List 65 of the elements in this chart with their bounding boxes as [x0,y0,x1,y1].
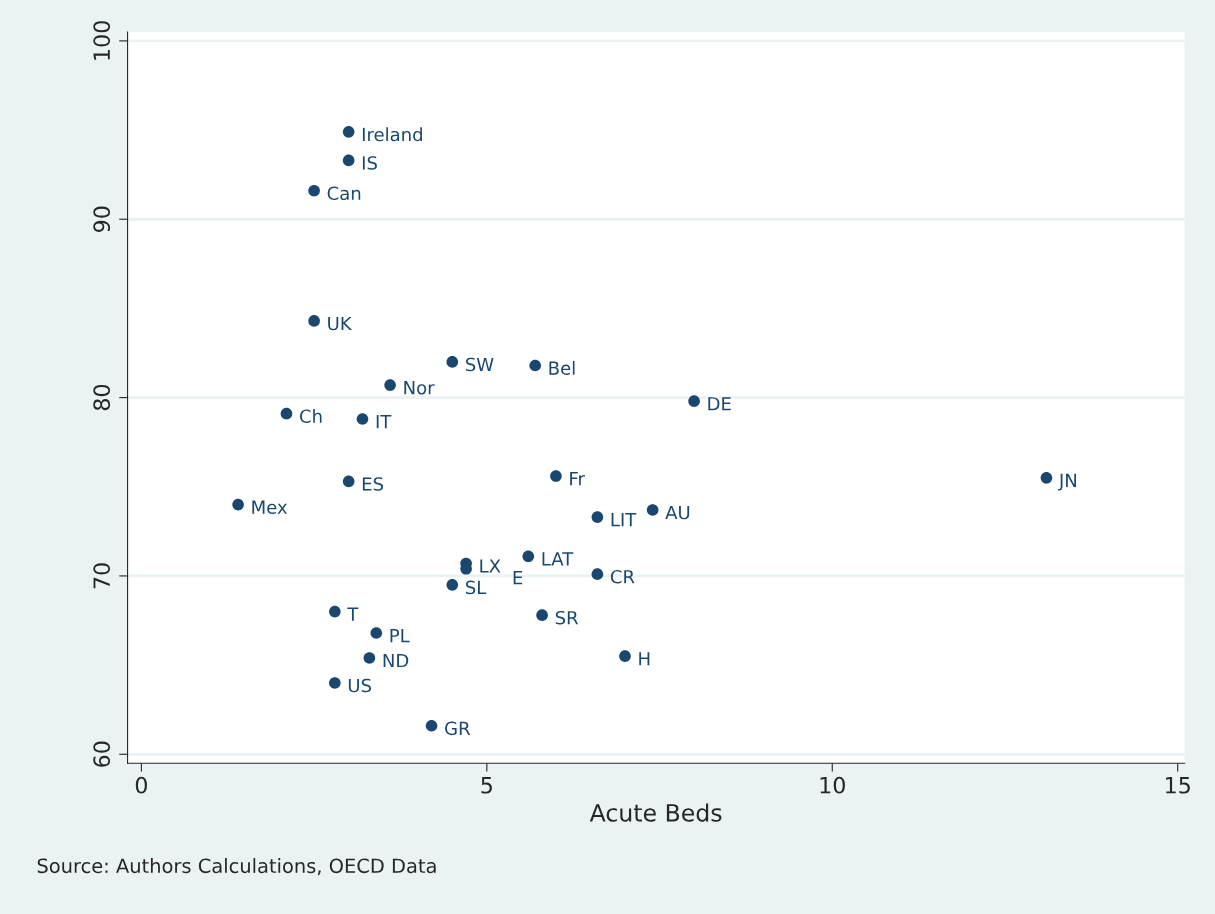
annotation: IS [362,156,377,170]
x-tick-label: 15 [1166,777,1190,794]
annotation: DE [708,397,731,411]
point [370,627,383,639]
annotation: PL [390,628,410,643]
point [280,407,293,420]
x-tick-label: 5 [481,777,492,794]
annotation: LIT [611,513,637,527]
y-tick-label: 90 [93,206,111,232]
annotation: GR [445,721,471,736]
point [425,719,438,732]
y-tick-label: 100 [93,21,111,60]
point [329,677,341,689]
annotation: Mex [252,500,288,514]
point [646,504,659,516]
point [1040,472,1053,484]
y-tick-label: 60 [93,741,111,767]
annotation: UK [328,316,353,331]
point [591,511,604,523]
annotation: LAT [542,552,574,566]
annotation: H [639,652,650,666]
point [591,568,604,580]
annotation: Can [327,186,361,201]
annotation: ES [362,477,384,491]
x-tick-label: 10 [820,776,845,794]
annotation: US [348,678,372,693]
point [232,498,244,511]
x-tick-label: 0 [135,776,147,794]
point [308,315,320,327]
annotation: LX [480,559,501,573]
annotation: Nor [404,381,435,395]
point [342,154,355,167]
annotation: Ireland [362,127,422,142]
annotation: E [513,571,523,585]
point [550,470,562,482]
point [446,356,459,368]
annotation: ND [383,653,409,668]
point [384,379,396,391]
point [342,126,355,138]
annotation: T [347,607,359,621]
point [536,609,548,621]
point [619,650,631,662]
annotation: SL [465,580,487,595]
annotation: IT [376,414,392,429]
point [522,550,535,563]
annotation: SW [465,357,494,372]
source-note: Source: Authors Calculations, OECD Data [37,858,436,876]
y-tick-label: 70 [93,563,111,589]
annotation: JN [1058,473,1077,491]
point [529,359,542,372]
annotation: Bel [549,360,575,375]
point [363,652,376,664]
point [308,184,320,197]
point [329,605,341,618]
x-axis-title: Acute Beds [589,803,722,822]
annotation: SR [555,610,579,625]
point [688,395,700,407]
annotation: CR [610,569,635,584]
point [446,579,459,591]
point [342,475,355,488]
annotation: AU [665,505,690,520]
annotation: Fr [570,472,585,486]
point [356,413,369,425]
y-tick-label: 80 [93,384,111,411]
annotation: Ch [299,409,322,424]
